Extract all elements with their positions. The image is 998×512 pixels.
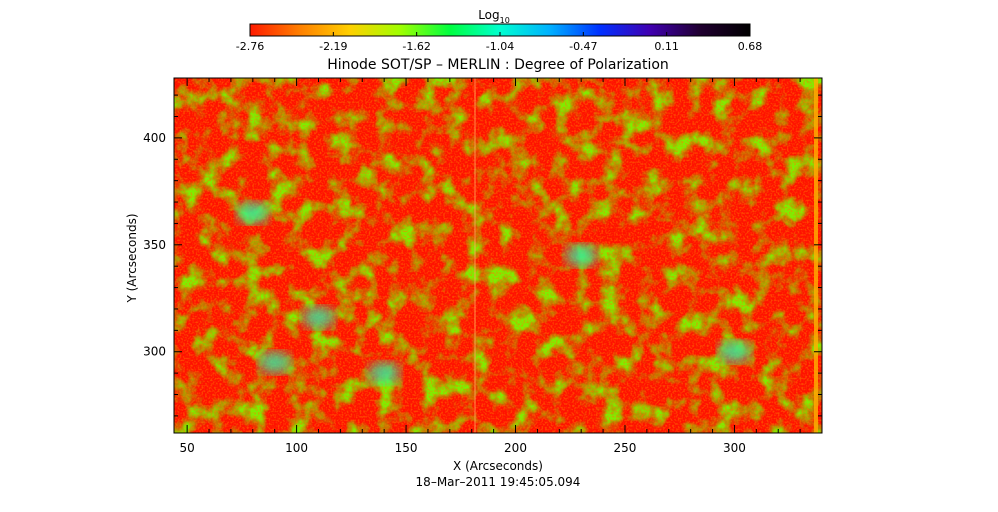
bright-region xyxy=(368,362,401,385)
colorbar-tick-label: -2.76 xyxy=(236,40,264,53)
x-tick-label: 150 xyxy=(395,441,418,455)
colorbar-tick-label: 0.68 xyxy=(738,40,763,53)
colorbar-tick-label: -1.04 xyxy=(486,40,514,53)
edge-strip xyxy=(814,78,818,433)
y-axis: 300 350 400 xyxy=(143,94,822,417)
timestamp: 18–Mar–2011 19:45:05.094 xyxy=(416,475,581,489)
x-axis: 50 100 150 200 250 300 xyxy=(179,78,801,455)
x-tick-label: 300 xyxy=(723,441,746,455)
heatmap-fine-texture xyxy=(174,78,822,433)
bright-region xyxy=(236,201,269,224)
heatmap-plot xyxy=(174,78,822,433)
x-tick-label: 200 xyxy=(504,441,527,455)
bright-region xyxy=(718,340,751,363)
x-tick-label: 100 xyxy=(285,441,308,455)
y-tick-label: 350 xyxy=(143,238,166,252)
colorbar-tick-label: -2.19 xyxy=(319,40,347,53)
colorbar: Log10 -2.76 -2.19 -1.62 -1.04 -0.47 0.11 0.68 xyxy=(236,8,762,53)
y-tick-label: 400 xyxy=(143,131,166,145)
x-tick-label: 250 xyxy=(614,441,637,455)
colorbar-tick-label: -1.62 xyxy=(402,40,430,53)
colorbar-tick-label: 0.11 xyxy=(654,40,679,53)
y-tick-label: 300 xyxy=(143,345,166,359)
bright-region xyxy=(565,244,598,267)
colorbar-ticks: -2.76 -2.19 -1.62 -1.04 -0.47 0.11 0.68 xyxy=(236,32,762,53)
bright-region xyxy=(258,351,291,374)
y-axis-label: Y (Arcseconds) xyxy=(125,213,139,303)
bright-regions xyxy=(236,201,751,385)
x-tick-label: 50 xyxy=(179,441,194,455)
bright-region xyxy=(302,306,335,329)
colorbar-tick-label: -0.47 xyxy=(569,40,597,53)
chart-title: Hinode SOT/SP – MERLIN : Degree of Polar… xyxy=(327,57,669,73)
plot-frame xyxy=(173,77,823,434)
x-axis-label: X (Arcseconds) xyxy=(453,459,543,473)
colorbar-label: Log10 xyxy=(478,8,510,25)
